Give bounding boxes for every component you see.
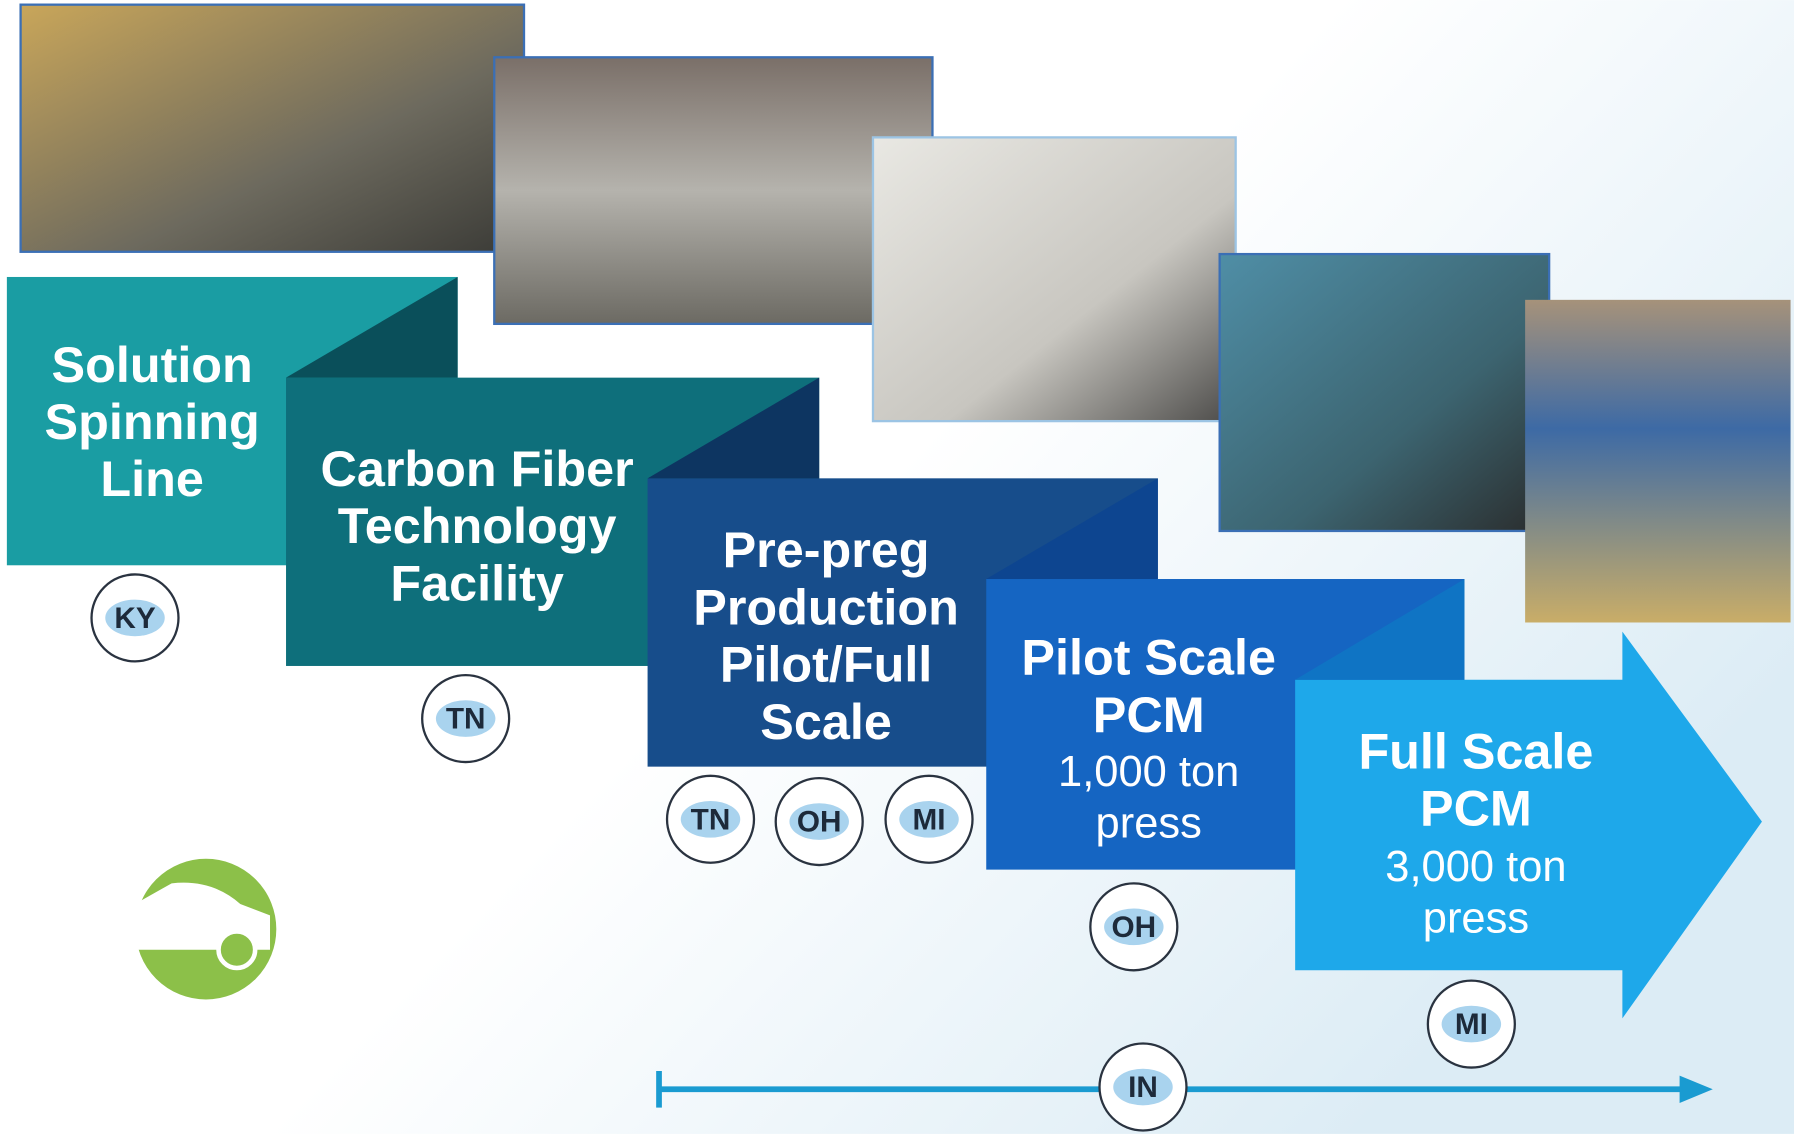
step-title: Carbon Fiber <box>321 440 634 497</box>
step-detail: 3,000 ton <box>1385 843 1566 891</box>
state-shape <box>1441 1005 1502 1043</box>
state-badge: OH <box>1089 882 1179 972</box>
state-shape <box>899 800 959 838</box>
state-label: MI <box>1455 1008 1488 1041</box>
state-label: OH <box>1112 911 1157 944</box>
step-detail: press <box>1423 895 1529 943</box>
step-title: Technology <box>338 497 617 554</box>
photo <box>1218 252 1551 533</box>
state-badge: TN <box>665 774 756 864</box>
state-label: MI <box>913 803 946 836</box>
photo <box>19 3 526 253</box>
state-label: TN <box>446 703 486 736</box>
step-title: Full Scale <box>1358 723 1593 780</box>
state-shape <box>680 800 741 838</box>
state-badge: TN <box>421 673 511 764</box>
step-title: Production <box>693 578 959 635</box>
step-title: Pilot/Full <box>720 636 932 693</box>
photo <box>493 56 934 326</box>
step-title: Facility <box>390 554 563 611</box>
step-title: PCM <box>1093 686 1205 743</box>
timeline-arrowhead <box>1679 1075 1713 1104</box>
state-label: KY <box>114 602 155 635</box>
state-badge: MI <box>1426 979 1516 1069</box>
state-label: TN <box>691 803 731 836</box>
step-title: Scale <box>760 693 892 750</box>
step-title: Pre-preg <box>723 521 930 578</box>
fold <box>286 276 458 378</box>
fold <box>647 377 820 479</box>
step-title: PCM <box>1420 780 1532 837</box>
step-title: Pilot Scale <box>1021 629 1276 686</box>
fold <box>1295 579 1465 680</box>
state-shape <box>1113 1068 1173 1106</box>
step-detail: 1,000 ton <box>1058 748 1239 796</box>
car-icon <box>129 853 283 1006</box>
state-badge: OH <box>774 776 864 867</box>
photo <box>871 136 1237 423</box>
photo <box>1525 299 1791 623</box>
car-wheel <box>216 929 258 971</box>
step-title: Line <box>100 450 203 507</box>
state-shape <box>1104 908 1164 946</box>
state-badge: KY <box>90 573 180 663</box>
steps <box>6 276 1762 1019</box>
state-label: IN <box>1128 1071 1158 1104</box>
state-shape <box>789 803 849 840</box>
step-detail: press <box>1096 800 1202 848</box>
state-label: OH <box>797 806 842 839</box>
state-shape <box>105 599 165 637</box>
step-arrow <box>1295 631 1762 1019</box>
state-badge: IN <box>1098 1042 1188 1132</box>
step-title: Solution <box>52 336 253 393</box>
state-shape <box>435 700 496 737</box>
state-badge: MI <box>884 774 974 864</box>
step-title: Spinning <box>45 393 260 450</box>
photos <box>19 3 1791 623</box>
